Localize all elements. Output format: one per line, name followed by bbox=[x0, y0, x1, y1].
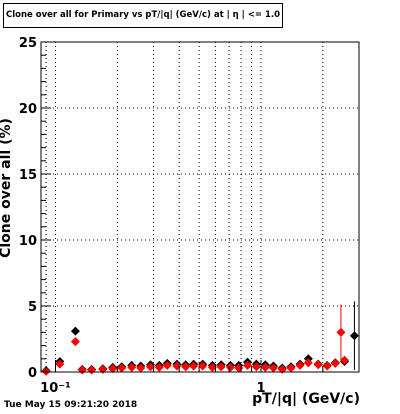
data-point-red bbox=[251, 362, 261, 372]
x-tick-label: 10⁻¹ bbox=[40, 381, 71, 396]
data-point-red bbox=[286, 363, 296, 373]
data-point-red bbox=[268, 363, 278, 373]
data-point-black bbox=[349, 331, 359, 341]
data-point-red bbox=[154, 362, 164, 372]
data-point-red bbox=[322, 361, 332, 371]
y-tick-label: 5 bbox=[28, 300, 37, 315]
data-point-red bbox=[225, 362, 235, 372]
data-point-red bbox=[207, 362, 217, 372]
chart-title: Clone over all for Primary vs pT/|q| (Ge… bbox=[5, 10, 281, 20]
data-point-red bbox=[77, 365, 87, 375]
data-point-red bbox=[181, 362, 191, 372]
data-point-red bbox=[108, 364, 118, 374]
x-axis-label: pT/|q| (GeV/c) bbox=[252, 391, 360, 407]
y-tick-label: 0 bbox=[28, 366, 37, 381]
x-tick-label: 1 bbox=[256, 381, 265, 396]
data-point-red bbox=[339, 355, 349, 365]
data-point-red bbox=[189, 361, 199, 371]
data-point-black bbox=[70, 326, 80, 336]
y-tick-label: 25 bbox=[19, 36, 37, 51]
data-point-red bbox=[243, 360, 253, 370]
data-point-red bbox=[146, 362, 156, 372]
plot-frame bbox=[40, 41, 360, 373]
data-point-red bbox=[330, 358, 340, 368]
data-point-red bbox=[277, 364, 287, 374]
data-point-red bbox=[162, 360, 172, 370]
data-point-red bbox=[313, 360, 323, 370]
timestamp: Tue May 15 09:21:20 2018 bbox=[4, 400, 138, 410]
y-tick-label: 20 bbox=[19, 102, 37, 117]
y-tick-label: 15 bbox=[19, 168, 37, 183]
data-point-red bbox=[117, 363, 127, 373]
data-point-red bbox=[55, 359, 65, 369]
data-point-red bbox=[136, 363, 146, 373]
data-point-red bbox=[336, 327, 346, 337]
data-point-red bbox=[295, 360, 305, 370]
data-point-red bbox=[216, 362, 226, 372]
data-point-red bbox=[98, 364, 108, 374]
title-box: Clone over all for Primary vs pT/|q| (Ge… bbox=[3, 3, 283, 28]
grid bbox=[41, 42, 359, 372]
y-tick-label: 10 bbox=[19, 234, 37, 249]
data-point-red bbox=[260, 362, 270, 372]
data-point-red bbox=[127, 362, 137, 372]
axes: 0 5 10 15 20 25 10⁻¹ 1 bbox=[19, 36, 324, 396]
data-point-red bbox=[303, 358, 313, 368]
data-points bbox=[41, 326, 359, 376]
data-point-red bbox=[87, 365, 97, 375]
data-point-red bbox=[70, 337, 80, 347]
data-point-red bbox=[198, 361, 208, 371]
